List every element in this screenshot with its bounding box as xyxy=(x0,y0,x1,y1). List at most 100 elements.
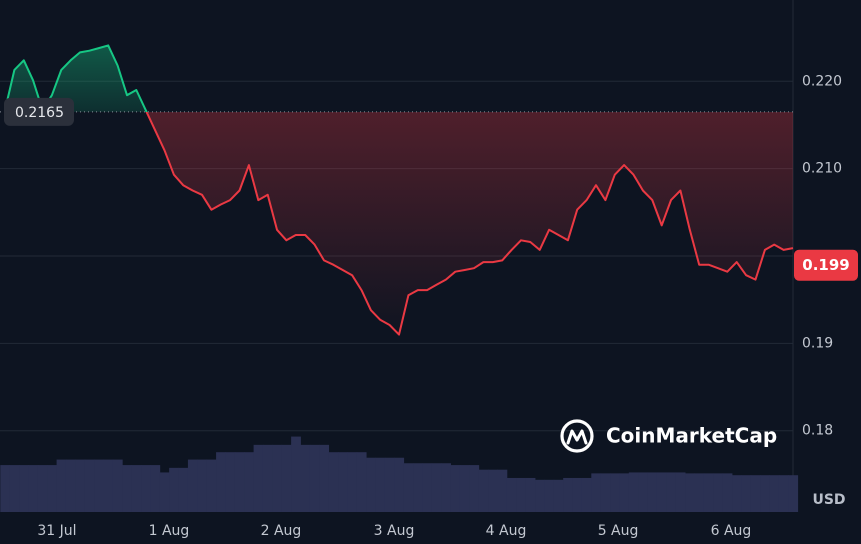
volume-bar xyxy=(760,475,770,512)
x-tick-label: 4 Aug xyxy=(486,523,527,539)
volume-bar xyxy=(216,452,226,512)
reference-price-label: 0.2165 xyxy=(15,105,64,121)
volume-bar xyxy=(516,477,527,512)
volume-bar xyxy=(75,459,86,512)
currency-label: USD xyxy=(812,492,845,508)
volume-bar xyxy=(37,465,48,512)
current-price-badge: 0.199 xyxy=(794,249,858,281)
volume-bar xyxy=(535,479,545,512)
volume-bar xyxy=(600,473,611,512)
y-tick-label: 0.19 xyxy=(802,335,833,351)
volume-bar xyxy=(197,459,208,512)
volume-bar xyxy=(262,444,273,512)
volume-bar xyxy=(291,436,301,512)
watermark: CoinMarketCap xyxy=(606,424,777,448)
volume-bar xyxy=(647,472,658,512)
badge-bg xyxy=(4,97,74,126)
volume-bar xyxy=(459,465,470,512)
volume-bars xyxy=(0,436,799,512)
volume-bar xyxy=(675,472,686,512)
volume-bar xyxy=(506,477,517,512)
volume-bar xyxy=(544,479,555,512)
volume-bar xyxy=(413,463,423,512)
volume-bar xyxy=(300,444,311,512)
x-tick-label: 2 Aug xyxy=(261,523,302,539)
reference-badge: 0.2165 xyxy=(4,97,74,126)
volume-bar xyxy=(187,459,198,512)
badge-bg xyxy=(794,249,858,281)
volume-bar xyxy=(47,465,57,512)
volume-bar xyxy=(169,467,179,512)
volume-bar xyxy=(56,459,67,512)
volume-bar xyxy=(338,452,348,512)
volume-bar xyxy=(356,452,367,512)
y-tick-label: 0.210 xyxy=(802,161,842,177)
volume-bar xyxy=(610,473,620,512)
volume-bar xyxy=(281,444,292,512)
volume-bar xyxy=(581,477,592,512)
volume-bar xyxy=(478,469,489,512)
volume-bar xyxy=(563,477,573,512)
volume-bar xyxy=(422,463,433,512)
volume-bar xyxy=(375,457,386,512)
volume-bar xyxy=(178,467,189,512)
volume-bar xyxy=(9,465,20,512)
volume-bar xyxy=(638,472,648,512)
volume-bar xyxy=(65,459,76,512)
volume-bar xyxy=(234,452,245,512)
volume-bar xyxy=(19,465,29,512)
volume-bar xyxy=(94,459,104,512)
volume-bar xyxy=(553,479,564,512)
plot xyxy=(0,44,794,336)
volume-bar xyxy=(694,473,705,512)
x-tick-label: 3 Aug xyxy=(374,523,415,539)
volume-bar xyxy=(441,463,451,512)
x-tick-label: 5 Aug xyxy=(598,523,639,539)
price-area xyxy=(5,45,793,335)
volume-bar xyxy=(591,473,602,512)
volume-bar xyxy=(28,465,39,512)
volume-bar xyxy=(384,457,395,512)
volume-bar xyxy=(769,475,780,512)
volume-bar xyxy=(713,473,724,512)
volume-bar xyxy=(525,477,536,512)
price-line xyxy=(4,44,794,336)
volume-bar xyxy=(778,475,789,512)
volume-bar xyxy=(150,465,161,512)
volume-bar xyxy=(206,459,217,512)
volume-bar xyxy=(788,475,799,512)
volume-bar xyxy=(253,444,264,512)
volume-bar xyxy=(572,477,583,512)
logo xyxy=(560,419,594,453)
volume-bar xyxy=(469,465,480,512)
volume-bar xyxy=(347,452,358,512)
volume-bar xyxy=(159,472,170,512)
volume-bar xyxy=(666,472,677,512)
volume-bar xyxy=(112,459,123,512)
volume-bar xyxy=(628,472,639,512)
volume-bar xyxy=(84,459,95,512)
x-tick-label: 6 Aug xyxy=(711,523,752,539)
volume-bar xyxy=(685,473,695,512)
volume-bar xyxy=(319,444,330,512)
volume-bar xyxy=(141,465,151,512)
y-tick-label: 0.220 xyxy=(802,73,842,89)
volume-bar xyxy=(741,475,752,512)
x-tick-label: 1 Aug xyxy=(149,523,190,539)
volume-bar xyxy=(225,452,236,512)
volume-bar xyxy=(750,475,761,512)
volume-bar xyxy=(122,465,133,512)
x-tick-label: 31 Jul xyxy=(37,523,76,539)
volume-bar xyxy=(619,473,630,512)
volume-bar xyxy=(732,475,742,512)
y-tick-label: 0.18 xyxy=(802,423,833,439)
volume-bar xyxy=(244,452,254,512)
volume-bar xyxy=(431,463,442,512)
volume-bar xyxy=(103,459,114,512)
current-price-label: 0.199 xyxy=(802,256,849,274)
volume-bar xyxy=(656,472,667,512)
volume-bar xyxy=(328,452,339,512)
volume-bar xyxy=(703,473,714,512)
